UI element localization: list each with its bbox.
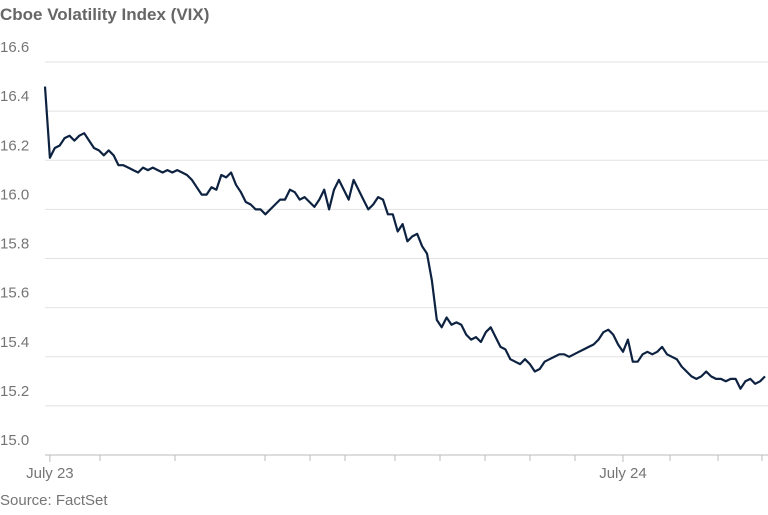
source-note: Source: FactSet [0, 492, 108, 509]
y-tick-label: 16.6 [0, 39, 29, 56]
y-tick-label: 15.8 [0, 236, 29, 253]
y-tick-label: 16.0 [0, 186, 29, 203]
x-tick-label: July 24 [599, 465, 647, 482]
y-tick-label: 15.6 [0, 285, 29, 302]
y-tick-label: 15.4 [0, 334, 29, 351]
minor-ticks [99, 455, 763, 461]
chart-title: Cboe Volatility Index (VIX) [0, 5, 209, 24]
y-tick-label: 16.2 [0, 137, 29, 154]
x-tick-label: July 23 [26, 465, 74, 482]
y-tick-label: 15.0 [0, 432, 29, 449]
y-tick-label: 16.4 [0, 88, 29, 105]
price-line [43, 86, 766, 390]
y-tick-label: 15.2 [0, 383, 29, 400]
